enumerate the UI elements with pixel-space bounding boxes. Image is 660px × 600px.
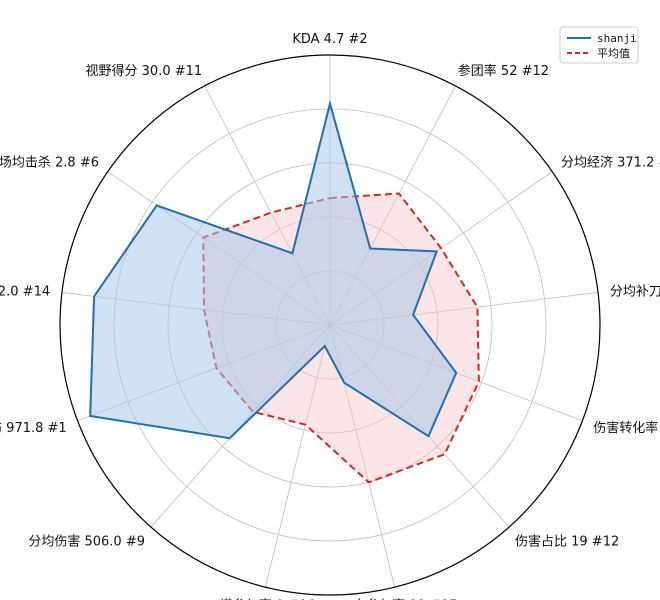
legend-label-average: 平均值 xyxy=(597,47,630,60)
legend-label-shanji: shanji xyxy=(597,32,637,45)
polar-frame xyxy=(59,54,601,596)
legend: shanji 平均值 xyxy=(559,26,639,64)
axis-labels: KDA 4.7 #2 参团率 52 #12 分均经济 371.2 #8 分均补刀 7.… xyxy=(0,32,660,600)
radar-series xyxy=(89,99,480,484)
axis-label: 分均伤害 506.0 #9 xyxy=(28,534,145,550)
axis-label: 伤害占比 19 #12 xyxy=(515,534,619,550)
axis-label: 参团率 52 #12 xyxy=(458,63,549,79)
axis-label: 场均击杀 2.8 #6 xyxy=(0,155,99,170)
axis-label: 视野得分 30.0 #11 xyxy=(86,63,203,79)
axis-label: KDA 4.7 #2 xyxy=(292,32,367,47)
axis-label: 分均补刀 7.2 #12 xyxy=(610,284,660,299)
axis-label: 一血参与率 11 #15 xyxy=(340,598,457,600)
grid-spoke xyxy=(264,324,331,588)
axis-label: 分均承伤 971.8 #1 xyxy=(0,421,67,436)
axis-label: 一塔参与率 0 #16 xyxy=(207,598,316,600)
axis-label: 分均经济 371.2 #8 xyxy=(561,155,660,170)
axis-label: 场均死亡 2.0 #14 xyxy=(0,284,50,299)
axis-label: 伤害转化率 135 #10 xyxy=(593,420,660,436)
series-line-shanji xyxy=(89,99,458,440)
series-area-shanji xyxy=(90,103,457,439)
